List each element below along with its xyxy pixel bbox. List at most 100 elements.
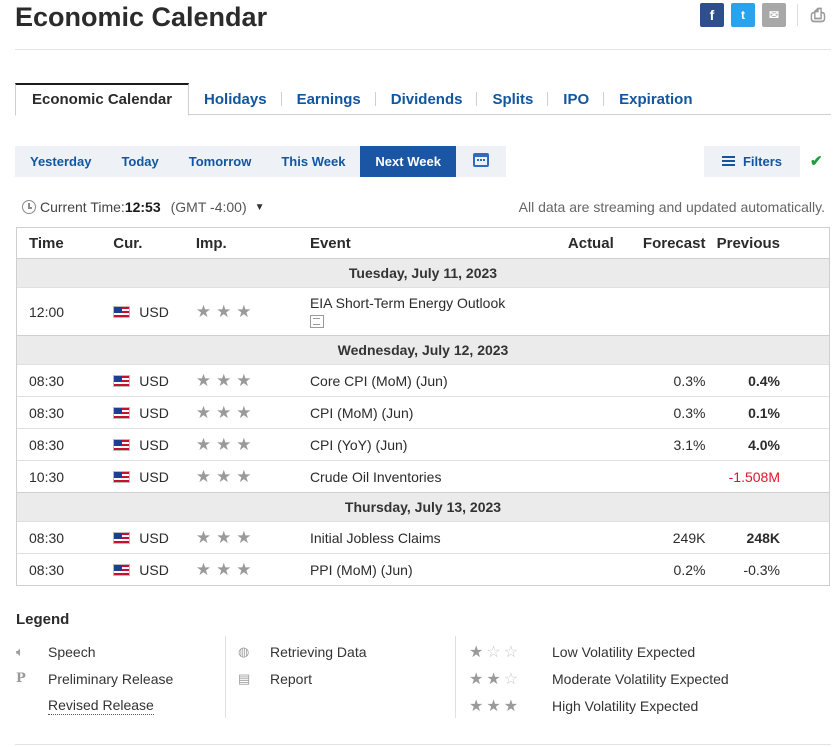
streaming-note: All data are streaming and updated autom… [518, 199, 825, 215]
tab-earnings[interactable]: Earnings [282, 83, 376, 114]
col-header-event: Event [309, 227, 541, 259]
col-header-importance: Imp. [195, 227, 310, 259]
event-row[interactable]: 08:30 USD ★★★ Core CPI (MoM) (Jun) 0.3% 0.4% [16, 364, 831, 397]
event-row[interactable]: 08:30 USD ★★★ CPI (MoM) (Jun) 0.3% 0.1% [16, 396, 831, 429]
event-previous: 4.0% [714, 428, 831, 461]
event-name[interactable]: PPI (MoM) (Jun) [309, 561, 413, 578]
legend-high-volatility: High Volatility Expected [552, 697, 699, 714]
importance-stars-icon: ★★★ [195, 434, 257, 454]
col-header-forecast: Forecast [621, 227, 715, 259]
event-name[interactable]: Crude Oil Inventories [309, 468, 442, 485]
share-divider [797, 4, 798, 26]
event-time: 08:30 [16, 364, 114, 397]
preliminary-icon: P [16, 671, 26, 686]
tab-economic-calendar[interactable]: Economic Calendar [15, 83, 190, 116]
email-share-icon[interactable]: ✉ [762, 3, 786, 27]
us-flag-icon [113, 438, 131, 451]
event-currency: USD [139, 303, 169, 320]
legend-column-3: ★☆☆ Low Volatility Expected ★★☆ Moderate V… [469, 638, 729, 719]
current-time-value: 12:53 [124, 199, 161, 215]
tab-splits[interactable]: Splits [477, 83, 549, 114]
chevron-down-icon[interactable]: ▼ [254, 201, 265, 213]
legend-divider [225, 636, 226, 718]
us-flag-icon [113, 406, 131, 419]
print-icon[interactable]: ⎙ [810, 4, 826, 25]
report-icon[interactable] [309, 315, 324, 328]
importance-stars-icon: ★★★ [195, 402, 257, 422]
event-previous: -0.3% [714, 553, 831, 586]
day-today-button[interactable]: Today [121, 154, 159, 169]
event-name[interactable]: CPI (MoM) (Jun) [309, 404, 414, 421]
event-name[interactable]: Core CPI (MoM) (Jun) [309, 372, 448, 389]
event-time: 08:30 [16, 396, 114, 429]
day-tomorrow-button[interactable]: Tomorrow [188, 154, 252, 169]
event-previous: 0.4% [714, 364, 831, 397]
day-next-week-button[interactable]: Next Week [360, 146, 456, 177]
tab-ipo[interactable]: IPO [548, 83, 604, 114]
event-name[interactable]: Initial Jobless Claims [309, 529, 441, 546]
importance-stars-icon: ★★★ [195, 527, 257, 547]
clock-icon [22, 200, 36, 214]
us-flag-icon [113, 470, 131, 483]
event-row[interactable]: 12:00 USD ★★★ EIA Short-Term Energy Outlook [16, 287, 831, 336]
legend-preliminary: Preliminary Release [48, 670, 174, 687]
us-flag-icon [113, 305, 131, 318]
event-actual [540, 553, 622, 586]
event-row[interactable]: 10:30 USD ★★★ Crude Oil Inventories -1.508M [16, 460, 831, 493]
event-currency: USD [139, 561, 169, 578]
date-group-label: Tuesday, July 11, 2023 [16, 258, 830, 288]
day-this-week-button[interactable]: This Week [281, 154, 346, 169]
event-name[interactable]: EIA Short-Term Energy Outlook [309, 295, 506, 311]
event-currency: USD [139, 404, 169, 421]
footer-divider [15, 744, 831, 745]
event-time: 08:30 [16, 521, 114, 554]
us-flag-icon [113, 374, 131, 387]
day-yesterday-button[interactable]: Yesterday [30, 154, 92, 169]
event-currency: USD [139, 529, 169, 546]
page-title: Economic Calendar [15, 2, 268, 32]
tab-dividends[interactable]: Dividends [376, 83, 478, 114]
legend-revised: Revised Release [48, 696, 154, 715]
event-currency: USD [139, 436, 169, 453]
filter-sliders-icon [721, 156, 735, 167]
importance-stars-icon: ★★★ [195, 559, 257, 579]
legend-retrieving: Retrieving Data [270, 643, 367, 660]
filters-button[interactable]: Filters [704, 146, 800, 177]
two-star-icon: ★★☆ [469, 670, 522, 688]
event-actual [540, 460, 622, 493]
legend-column-1: 🔈︎ Speech P Preliminary Release Revised Re… [16, 638, 173, 719]
tab-expiration[interactable]: Expiration [619, 91, 693, 108]
event-row[interactable]: 08:30 USD ★★★ Initial Jobless Claims 249K 248… [16, 521, 831, 554]
twitter-share-icon[interactable]: t [731, 3, 755, 27]
current-time[interactable]: Current Time: 12:53 (GMT -4:00) ▼ [22, 199, 265, 215]
date-picker-button[interactable] [456, 146, 506, 177]
legend-low-volatility: Low Volatility Expected [552, 643, 696, 660]
event-name[interactable]: CPI (YoY) (Jun) [309, 436, 408, 453]
three-star-icon: ★★★ [469, 697, 522, 715]
filters-label: Filters [742, 154, 782, 169]
event-previous: 248K [714, 521, 831, 554]
event-actual [540, 428, 622, 461]
event-forecast: 0.3% [621, 364, 715, 397]
calendar-icon [472, 153, 489, 167]
event-row[interactable]: 08:30 USD ★★★ PPI (MoM) (Jun) 0.2% -0.3% [16, 553, 831, 586]
tab-holidays[interactable]: Holidays [189, 83, 282, 114]
col-header-actual: Actual [540, 227, 622, 259]
event-actual [540, 364, 622, 397]
col-header-previous: Previous [714, 227, 831, 259]
one-star-icon: ★☆☆ [469, 643, 522, 661]
checkmark-icon: ✔ [810, 153, 823, 170]
event-time: 08:30 [16, 428, 114, 461]
date-group-row: Tuesday, July 11, 2023 [16, 258, 830, 288]
facebook-share-icon[interactable]: f [700, 3, 724, 27]
legend-divider [455, 636, 456, 718]
day-filter-bar: Yesterday Today Tomorrow This Week Next … [15, 146, 506, 177]
us-flag-icon [113, 563, 131, 576]
current-time-label: Current Time: [40, 199, 125, 215]
col-header-time: Time [16, 227, 114, 259]
legend-title: Legend [16, 611, 70, 628]
date-group-label: Wednesday, July 12, 2023 [16, 335, 830, 365]
legend-column-2: ◍ Retrieving Data ▤ Report [238, 638, 367, 692]
date-group-label: Thursday, July 13, 2023 [16, 492, 830, 522]
event-row[interactable]: 08:30 USD ★★★ CPI (YoY) (Jun) 3.1% 4.0% [16, 428, 831, 461]
